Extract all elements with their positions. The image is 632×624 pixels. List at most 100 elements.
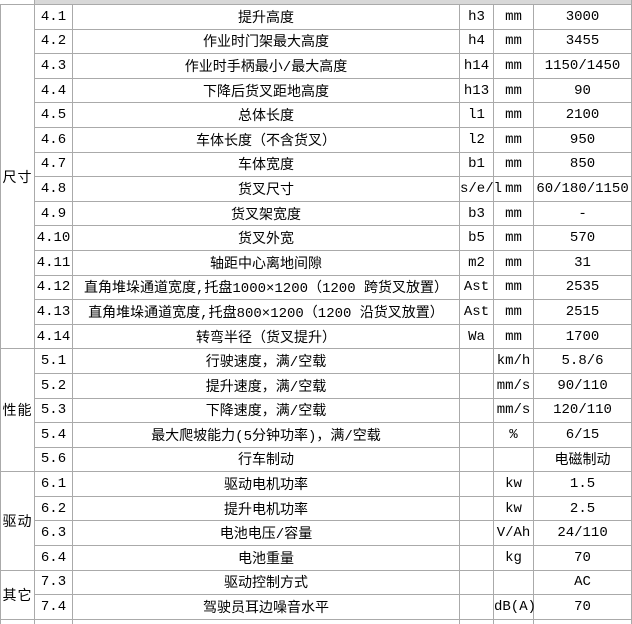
table-row: 6.2 提升电机功率 kw 2.5 <box>1 495 632 522</box>
category-cell: 尺寸 <box>0 3 35 350</box>
symbol-cell <box>459 495 494 522</box>
description-cell: 驱动控制方式 <box>72 569 460 596</box>
table-bottom-partial-row <box>0 618 632 624</box>
value-cell: 950 <box>532 126 632 153</box>
symbol-cell <box>459 520 494 547</box>
unit-cell: dB(A) <box>493 594 536 620</box>
table-row: 5.4 最大爬坡能力(5分钟功率)，满/空载% 6/15 <box>1 422 632 448</box>
description-cell: 货叉外宽 <box>72 225 460 251</box>
unit-cell: mm <box>493 299 534 325</box>
value-cell: 570 <box>532 225 632 251</box>
unit-cell: mm <box>493 176 534 202</box>
symbol-cell: h3 <box>459 4 494 30</box>
value-cell: 6/15 <box>532 422 632 448</box>
value-cell: 60/180/1150 <box>532 176 632 202</box>
row-number-cell: 4.4 <box>34 77 73 104</box>
symbol-cell: h4 <box>459 28 494 55</box>
description-cell: 作业时门架最大高度 <box>72 28 460 55</box>
row-number-cell: 4.7 <box>34 151 73 178</box>
row-number-cell: 4.11 <box>34 249 73 276</box>
description-cell: 驱动电机功率 <box>72 471 460 497</box>
value-cell: 2535 <box>532 274 632 301</box>
value-cell: 2.5 <box>532 495 632 522</box>
symbol-cell <box>459 422 494 448</box>
value-cell: 120/110 <box>532 397 632 424</box>
symbol-cell: Ast <box>459 299 494 325</box>
row-number-cell: 4.13 <box>34 299 73 325</box>
bottom-partial-cell <box>34 618 73 624</box>
unit-cell: mm <box>493 126 534 153</box>
symbol-cell <box>459 397 494 424</box>
row-number-cell: 4.12 <box>34 274 73 301</box>
bottom-partial-cell <box>72 618 460 624</box>
symbol-cell <box>459 471 494 497</box>
value-cell: 1700 <box>532 323 632 350</box>
description-cell: 货叉架宽度 <box>72 200 460 227</box>
value-cell: 电磁制动 <box>532 446 632 473</box>
symbol-cell <box>459 569 494 596</box>
value-cell: AC <box>532 569 632 596</box>
table-row: 其它 7.3 驱动控制方式 AC <box>0 569 632 620</box>
value-cell: 1.5 <box>532 471 632 497</box>
unit-cell: mm <box>493 53 534 79</box>
bottom-partial-cell <box>459 618 494 624</box>
bottom-partial-cell <box>493 618 534 624</box>
description-cell: 转弯半径（货叉提升） <box>72 323 460 350</box>
row-number-cell: 4.2 <box>34 28 73 55</box>
bottom-partial-cell <box>0 618 35 624</box>
table-row: 4.10 货叉外宽 b5 mm 570 <box>1 225 632 251</box>
symbol-cell: b1 <box>459 151 494 178</box>
row-number-cell: 7.4 <box>34 594 73 620</box>
table-row: 尺寸 4.1 提升高度 h3 mm 3000 <box>0 3 632 350</box>
value-cell: 24/110 <box>532 520 632 547</box>
value-cell: 3455 <box>532 28 632 55</box>
value-cell: 5.8/6 <box>532 348 632 374</box>
unit-cell: mm <box>493 4 534 30</box>
unit-cell: % <box>493 422 534 448</box>
symbol-cell: l1 <box>459 102 494 128</box>
description-cell: 最大爬坡能力(5分钟功率)，满/空载 <box>72 422 460 448</box>
description-cell: 直角堆垛通道宽度,托盘800×1200（1200 沿货叉放置） <box>72 299 460 325</box>
row-number-cell: 5.1 <box>34 348 73 374</box>
description-cell: 驾驶员耳边噪音水平 <box>72 594 460 620</box>
description-cell: 轴距中心离地间隙 <box>72 249 460 276</box>
symbol-cell <box>459 545 494 571</box>
row-number-cell: 4.1 <box>34 4 73 30</box>
description-cell: 下降速度，满/空载 <box>72 397 460 424</box>
unit-cell <box>493 569 534 596</box>
value-cell: 90/110 <box>532 372 632 399</box>
table-row: 6.4 电池重量 kg 70 <box>1 545 632 571</box>
table-row: 4.6 车体长度（不含货叉） l2 mm 950 <box>1 126 632 153</box>
bottom-partial-cell <box>532 618 632 624</box>
symbol-cell: b5 <box>459 225 494 251</box>
symbol-cell: h13 <box>459 77 494 104</box>
row-number-cell: 6.4 <box>34 545 73 571</box>
unit-cell: mm <box>493 323 534 350</box>
row-number-cell: 4.14 <box>34 323 73 350</box>
unit-cell: mm <box>493 274 534 301</box>
description-cell: 直角堆垛通道宽度,托盘1000×1200（1200 跨货叉放置） <box>72 274 460 301</box>
table-row: 4.14 转弯半径（货叉提升） Wa mm 1700 <box>1 323 632 350</box>
table-row: 驱动 6.1 驱动电机功率 kw 1.5 <box>0 471 632 571</box>
symbol-cell <box>459 372 494 399</box>
value-cell: 2515 <box>532 299 632 325</box>
value-cell: 1150/1450 <box>532 53 632 79</box>
table-row: 5.6 行车制动 电磁制动 <box>1 446 632 473</box>
value-cell: 3000 <box>532 4 632 30</box>
description-cell: 车体宽度 <box>72 151 460 178</box>
unit-cell: kw <box>493 495 534 522</box>
category-cell: 性能 <box>0 348 35 473</box>
table-row: 性能 5.1 行驶速度，满/空载 km/h 5.8/6 <box>0 348 632 473</box>
symbol-cell: b3 <box>459 200 494 227</box>
symbol-cell: m2 <box>459 249 494 276</box>
row-number-cell: 4.8 <box>34 176 73 202</box>
value-cell: - <box>532 200 632 227</box>
unit-cell <box>493 446 534 473</box>
table-row: 5.3 下降速度，满/空载 mm/s 120/110 <box>1 397 632 424</box>
unit-cell: mm <box>493 200 534 227</box>
row-number-cell: 7.3 <box>34 569 73 596</box>
value-cell: 70 <box>532 545 632 571</box>
